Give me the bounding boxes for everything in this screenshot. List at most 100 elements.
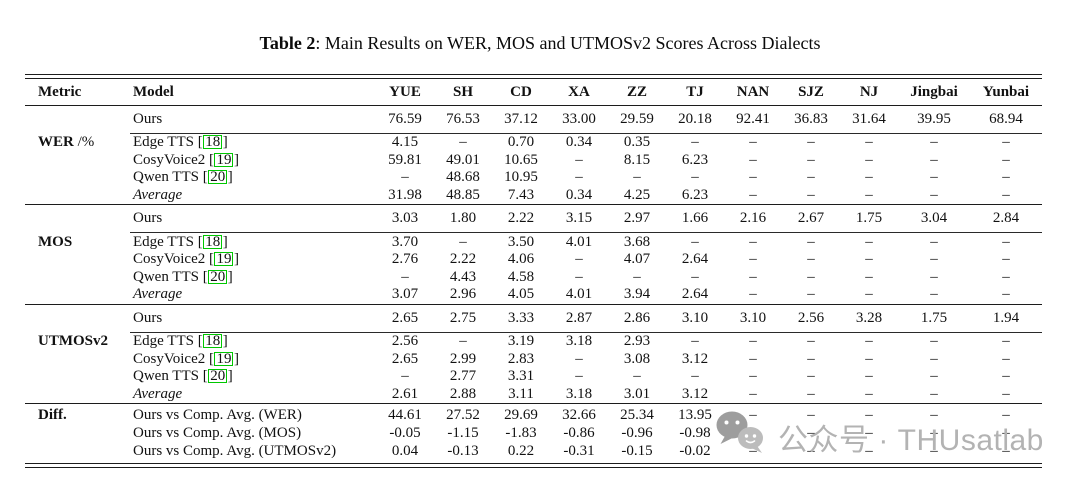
value-cell: 2.88 <box>449 385 477 402</box>
value-cell: 4.07 <box>623 251 651 268</box>
table-caption-text: : Main Results on WER, MOS and UTMOSv2 S… <box>315 33 821 53</box>
value-cell: 37.12 <box>504 111 538 127</box>
value-cell: – <box>749 169 757 186</box>
value-cell: – <box>1002 442 1010 459</box>
model-cell: Ours vs Comp. Avg. (WER) <box>130 407 376 424</box>
column-header-nj: NJ <box>859 83 879 100</box>
value-cell: – <box>865 251 873 268</box>
value-cell: 1.75 <box>920 309 948 326</box>
value-cell: 2.16 <box>739 210 767 227</box>
metric-cell: Diff. <box>25 407 130 424</box>
model-cell: Qwen TTS [20] <box>133 169 233 186</box>
citation-link-20[interactable]: 20 <box>208 268 228 285</box>
table-row: WER /% Edge TTS [18] 4.15–0.70 0.34 0.35– – – –… <box>25 134 1042 152</box>
value-cell: – <box>930 151 938 168</box>
column-header-zz: ZZ <box>626 83 647 100</box>
value-cell: – <box>749 251 757 268</box>
value-cell: – <box>865 233 873 250</box>
value-cell: – <box>691 233 699 250</box>
value-cell: 3.33 <box>507 309 535 326</box>
value-cell: -0.31 <box>563 442 595 459</box>
value-cell: – <box>930 424 938 441</box>
value-cell: – <box>575 268 583 285</box>
value-cell: 1.80 <box>449 210 477 227</box>
value-cell: – <box>807 134 815 151</box>
value-cell: 2.75 <box>449 309 477 326</box>
table-row: Ours 76.59 76.53 37.12 33.00 29.59 20.18 92.41 3… <box>25 106 1042 133</box>
value-cell: 3.04 <box>920 210 948 227</box>
value-cell: – <box>749 333 757 350</box>
table-row: CosyVoice2 [19] 2.76 2.22 4.06 – 4.07 2.64 – – – –… <box>25 251 1042 269</box>
value-cell: 3.12 <box>681 385 709 402</box>
model-cell: Qwen TTS [20] <box>133 268 233 285</box>
value-cell: – <box>1002 233 1010 250</box>
citation-link-18[interactable]: 18 <box>203 233 223 250</box>
table-row: Ours vs Comp. Avg. (MOS) -0.05 -1.15 -1.83 -… <box>25 424 1042 442</box>
value-cell: 0.70 <box>507 134 535 151</box>
model-cell: CosyVoice2 [19] <box>133 251 239 268</box>
table-row: Qwen TTS [20] – 4.43 4.58 – – – – – – – – <box>25 269 1042 287</box>
value-cell: – <box>865 268 873 285</box>
value-cell: -1.83 <box>505 424 537 441</box>
table-row: Average 3.07 2.96 4.05 4.01 3.94 2.64 – – – – – <box>25 286 1042 304</box>
header-rule <box>25 105 1042 106</box>
value-cell: – <box>1002 151 1010 168</box>
value-cell: – <box>807 151 815 168</box>
value-cell: 44.61 <box>388 406 422 423</box>
table-header-row: Metric Model YUE SH CD XA ZZ TJ NAN SJZ NJ Jingbai Y… <box>25 79 1042 105</box>
model-label: Average <box>133 385 183 402</box>
value-cell: – <box>930 251 938 268</box>
value-cell: 2.64 <box>681 286 709 303</box>
citation-link-18[interactable]: 18 <box>203 333 223 350</box>
value-cell: 6.23 <box>681 187 709 204</box>
citation-link-20[interactable]: 20 <box>208 169 228 186</box>
value-cell: 3.31 <box>507 368 535 385</box>
citation-link-19[interactable]: 19 <box>214 350 234 367</box>
value-cell: 2.22 <box>449 251 477 268</box>
value-cell: – <box>807 187 815 204</box>
value-cell: 68.94 <box>989 111 1023 127</box>
value-cell: 10.95 <box>504 169 538 186</box>
value-cell: – <box>749 233 757 250</box>
column-header-tj: TJ <box>686 83 704 100</box>
citation-link-19[interactable]: 19 <box>214 151 234 168</box>
citation-link-18[interactable]: 18 <box>203 134 223 151</box>
section-rule <box>25 403 1042 405</box>
value-cell: – <box>401 368 409 385</box>
value-cell: – <box>865 385 873 402</box>
value-cell: – <box>807 286 815 303</box>
value-cell: – <box>691 134 699 151</box>
value-cell: – <box>807 251 815 268</box>
value-cell: 8.15 <box>623 151 651 168</box>
value-cell: -0.02 <box>679 442 711 459</box>
value-cell: – <box>930 406 938 423</box>
value-cell: 1.66 <box>681 210 709 227</box>
table-bottom-rule <box>25 463 1042 469</box>
table-row: Qwen TTS [20] – 48.68 10.95 – – – – – – – – <box>25 169 1042 187</box>
column-header-nan: NAN <box>736 83 770 100</box>
value-cell: 3.11 <box>508 385 534 402</box>
value-cell: – <box>1002 350 1010 367</box>
value-cell: 6.23 <box>681 151 709 168</box>
value-cell: 2.64 <box>681 251 709 268</box>
value-cell: 2.65 <box>391 350 419 367</box>
citation-link-20[interactable]: 20 <box>208 368 228 385</box>
metric-label: MOS <box>38 233 73 250</box>
value-cell: – <box>1002 187 1010 204</box>
citation-link-19[interactable]: 19 <box>214 251 234 268</box>
value-cell: 4.01 <box>565 233 593 250</box>
value-cell: – <box>865 368 873 385</box>
model-label: Qwen TTS <box>133 169 199 186</box>
value-cell: 10.65 <box>504 151 538 168</box>
page-title: Table 2: Main Results on WER, MOS and UT… <box>0 33 1080 54</box>
value-cell: 3.70 <box>391 233 419 250</box>
wechat-icon <box>714 410 768 464</box>
table-row: Diff. Ours vs Comp. Avg. (WER) 44.61 27.52 2… <box>25 406 1042 424</box>
value-cell: 3.28 <box>855 309 883 326</box>
model-label: Edge TTS <box>133 134 194 151</box>
table-row: Ours vs Comp. Avg. (UTMOSv2) 0.04 -0.13 0.2… <box>25 442 1042 460</box>
column-header-model: Model <box>133 83 174 100</box>
value-cell: 13.95 <box>678 406 712 423</box>
value-cell: – <box>930 134 938 151</box>
